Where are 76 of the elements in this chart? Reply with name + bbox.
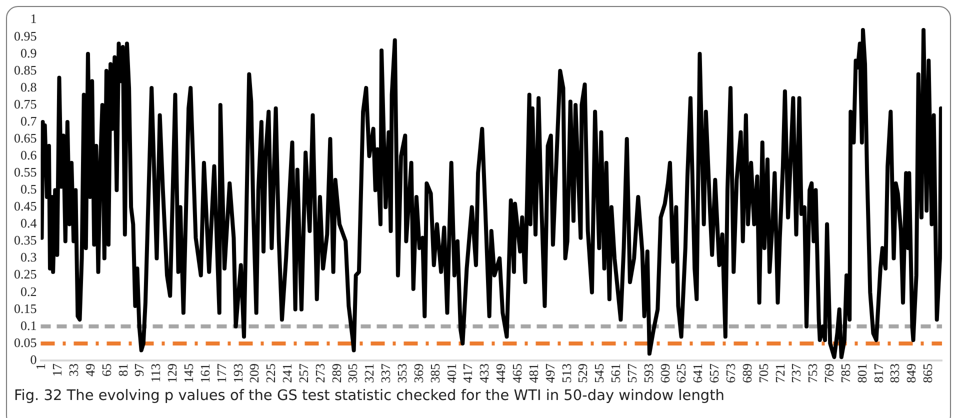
y-tick-label: 0.6 <box>20 148 38 162</box>
x-tick-label: 609 <box>657 364 672 383</box>
x-tick-label: 817 <box>870 363 886 383</box>
x-tick-label: 337 <box>378 363 394 383</box>
y-tick-label: 0.35 <box>14 232 37 248</box>
x-tick-label: 33 <box>66 364 82 376</box>
x-tick-label: 273 <box>312 364 328 383</box>
y-tick-label: 1 <box>30 11 37 26</box>
y-tick-label: 0.9 <box>20 45 37 60</box>
x-tick-label: 49 <box>82 364 98 376</box>
x-tick-label: 257 <box>296 363 311 383</box>
x-tick-label: 241 <box>280 364 295 383</box>
y-tick-label: 0.95 <box>14 28 37 44</box>
x-tick-label: 833 <box>887 364 902 383</box>
x-tick-label: 305 <box>345 364 360 383</box>
x-tick-label: 193 <box>230 364 246 383</box>
x-tick-label: 433 <box>476 364 492 383</box>
x-tick-label: 625 <box>674 364 689 383</box>
x-tick-label: 369 <box>410 364 426 383</box>
x-tick-label: 849 <box>904 364 919 383</box>
x-tick-label: 513 <box>558 364 574 383</box>
x-tick-label: 177 <box>214 363 229 383</box>
x-tick-label: 145 <box>181 364 196 383</box>
y-tick-label: 0.45 <box>14 198 37 214</box>
x-tick-label: 689 <box>739 364 754 383</box>
y-tick-label: 0.85 <box>14 62 37 78</box>
x-tick-label: 657 <box>706 363 722 383</box>
y-tick-label: 0.1 <box>20 318 37 333</box>
y-tick-label: 0.7 <box>20 113 38 128</box>
x-tick-label: 673 <box>722 364 738 383</box>
x-tick-label: 417 <box>460 363 476 383</box>
x-tick-label: 97 <box>132 363 147 376</box>
x-tick-label: 321 <box>362 364 377 383</box>
x-tick-label: 641 <box>690 364 706 383</box>
text: Fig. 32 The evolving p values of the GS test statistic checked for the WTI in 50-day window length <box>14 388 724 404</box>
y-tick-label: 0.75 <box>14 96 37 112</box>
x-tick-label: 753 <box>805 364 820 383</box>
x-tick-label: 465 <box>509 364 524 383</box>
x-tick-label: 209 <box>246 364 262 383</box>
y-tick-label: 0.65 <box>14 130 37 146</box>
y-tick-label: 0.15 <box>14 300 37 316</box>
y-tick-label: 0.25 <box>14 266 37 282</box>
x-tick-label: 65 <box>98 364 114 376</box>
x-tick-label: 129 <box>164 364 180 383</box>
x-tick-label: 385 <box>427 364 442 383</box>
y-tick-label: 0.5 <box>20 182 37 197</box>
x-tick-label: 289 <box>328 364 344 383</box>
x-tick-label: 225 <box>263 364 278 383</box>
y-tick-label: 0.4 <box>20 216 38 231</box>
x-tick-label: 17 <box>50 363 65 376</box>
x-tick-label: 481 <box>526 364 541 383</box>
y-tick-label: 0.55 <box>14 164 37 180</box>
y-tick-label: 0 <box>30 352 37 367</box>
x-tick-label: 529 <box>575 364 590 383</box>
y-tick-label: 0.05 <box>14 334 37 350</box>
x-tick-label: 561 <box>608 364 624 383</box>
x-tick-label: 737 <box>788 363 804 383</box>
x-tick-label: 353 <box>394 364 410 383</box>
x-tick-label: 577 <box>624 363 640 383</box>
x-tick-label: 449 <box>493 364 508 383</box>
x-tick-label: 161 <box>197 364 212 383</box>
x-tick-label: 545 <box>592 364 607 383</box>
x-tick-label: 705 <box>756 364 771 383</box>
x-tick-label: 769 <box>822 364 837 383</box>
y-tick-label: 0.2 <box>20 284 37 299</box>
x-tick-label: 801 <box>854 364 870 383</box>
x-tick-label: 113 <box>148 364 164 383</box>
x-tick-label: 81 <box>115 364 130 376</box>
x-tick-label: 593 <box>640 364 656 383</box>
x-tick-label: 785 <box>838 364 853 383</box>
x-tick-label: 865 <box>920 364 936 383</box>
x-tick-label: 401 <box>444 364 459 383</box>
x-tick-label: 497 <box>542 363 558 383</box>
x-tick-label: 721 <box>772 364 788 383</box>
y-tick-label: 0.3 <box>20 250 37 265</box>
y-tick-label: 0.8 <box>20 79 37 94</box>
